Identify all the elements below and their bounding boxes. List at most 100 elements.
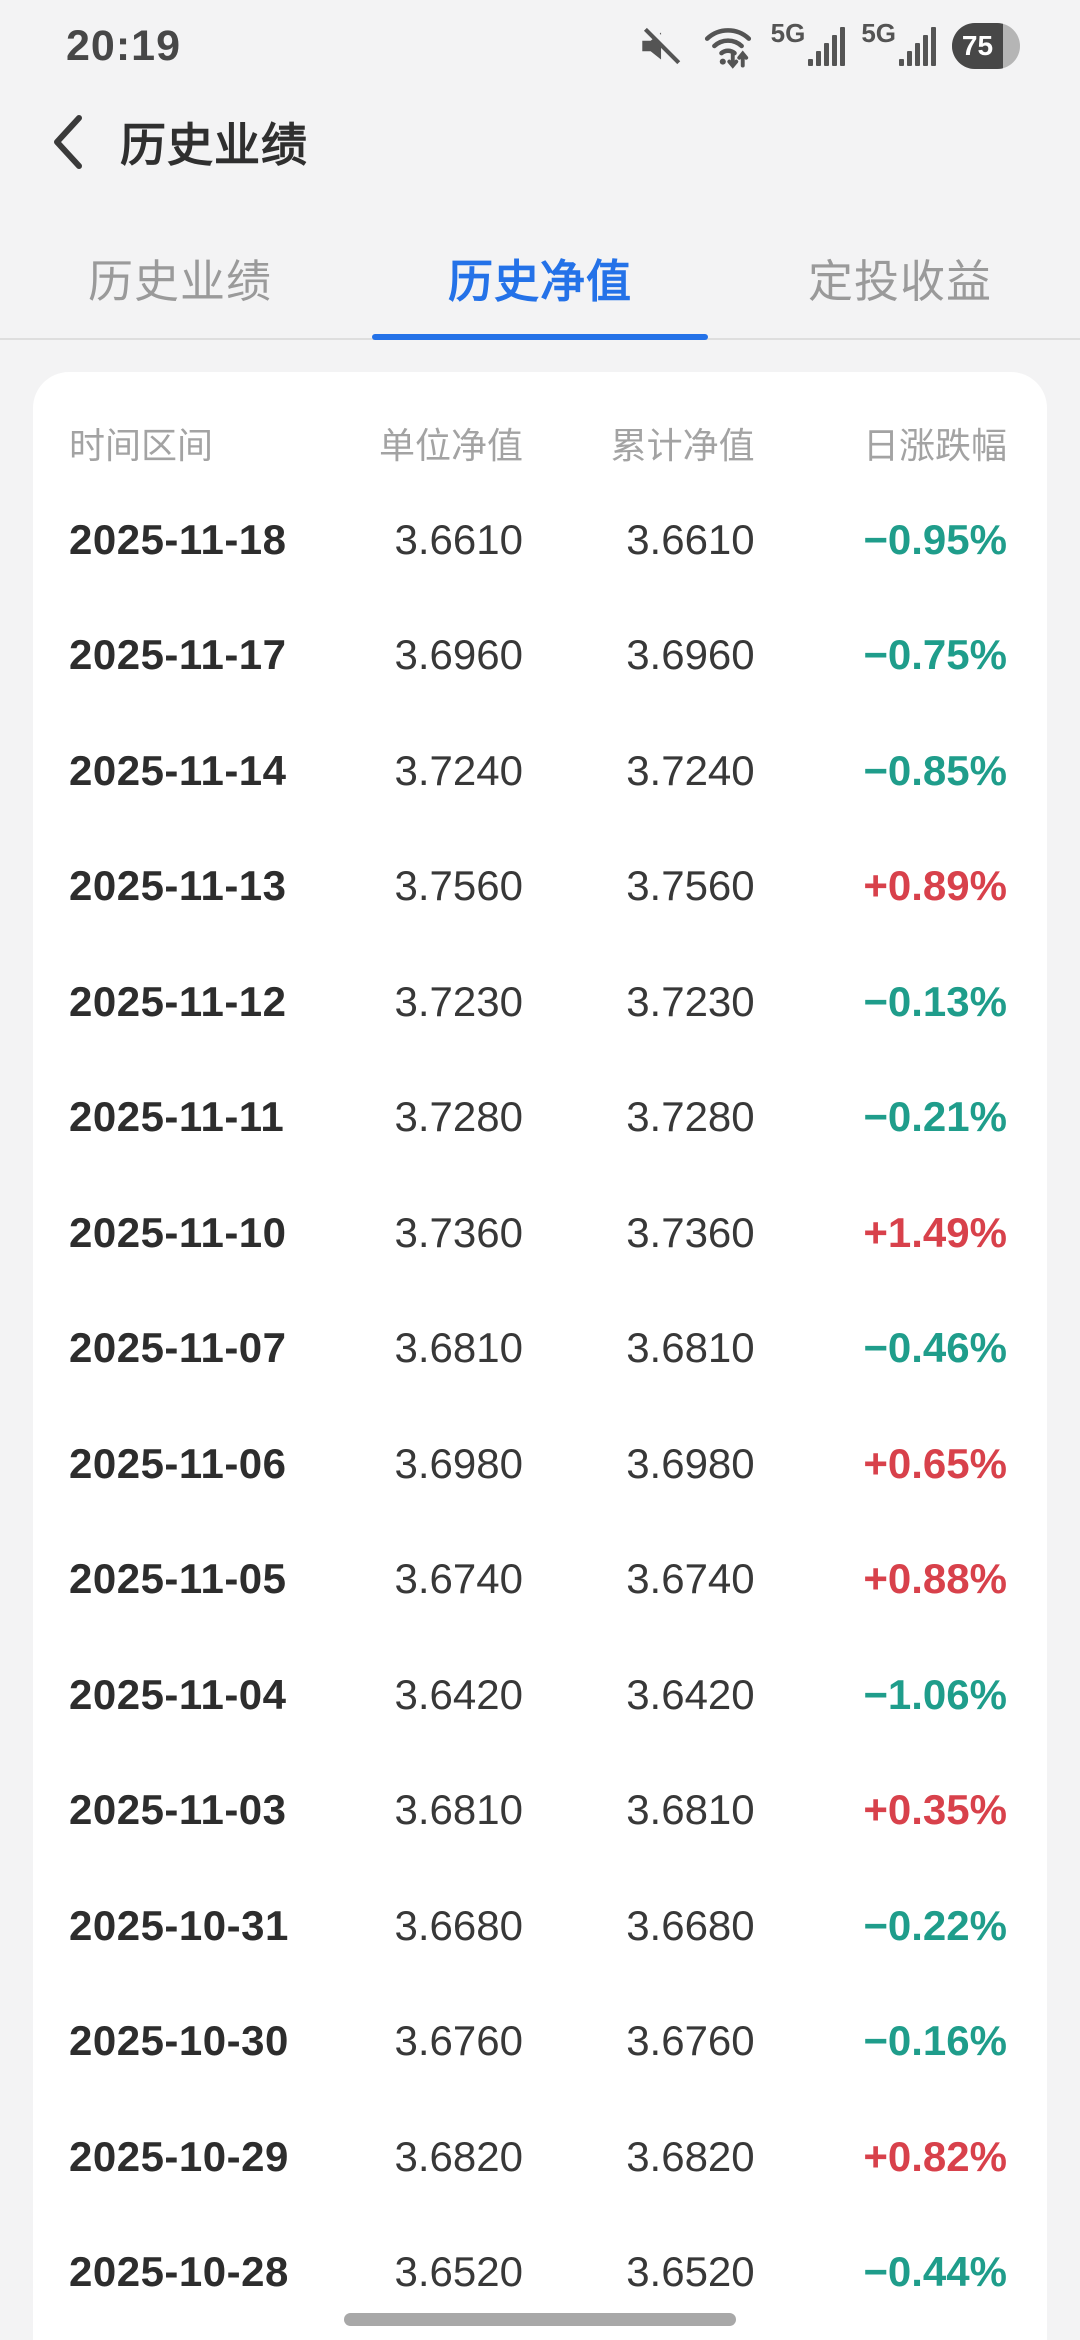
table-row: 2025-11-07 3.6810 3.6810 −0.46% <box>69 1291 1007 1407</box>
date-cell: 2025-11-12 <box>69 977 287 1025</box>
table-row: 2025-11-10 3.7360 3.7360 +1.49% <box>69 1175 1007 1291</box>
status-icons: 5G 5G 75 <box>635 20 1020 72</box>
unit-nav-cell: 3.6980 <box>394 1439 523 1487</box>
table-row: 2025-11-06 3.6980 3.6980 +0.65% <box>69 1406 1007 1522</box>
date-cell: 2025-11-04 <box>69 1670 287 1718</box>
cum-nav-cell: 3.6980 <box>626 1439 755 1487</box>
cum-nav-cell: 3.7560 <box>626 862 755 910</box>
daily-change-cell: −0.13% <box>863 977 1007 1025</box>
table-row: 2025-11-11 3.7280 3.7280 −0.21% <box>69 1060 1007 1176</box>
unit-nav-cell: 3.6810 <box>394 1786 523 1834</box>
tab-bar: 历史业绩 历史净值 定投收益 <box>0 192 1080 340</box>
battery-icon: 75 <box>952 23 1020 69</box>
daily-change-cell: −0.95% <box>863 515 1007 563</box>
table-row: 2025-11-03 3.6810 3.6810 +0.35% <box>69 1753 1007 1869</box>
daily-change-cell: −0.46% <box>863 1324 1007 1372</box>
cum-nav-cell: 3.6810 <box>626 1324 755 1372</box>
daily-change-cell: +0.88% <box>863 1555 1007 1603</box>
table-row: 2025-10-28 3.6520 3.6520 −0.44% <box>69 2215 1007 2331</box>
table-row: 2025-10-30 3.6760 3.6760 −0.16% <box>69 1984 1007 2100</box>
column-header-daily-change: 日涨跌幅 <box>862 425 1007 466</box>
cum-nav-cell: 3.6760 <box>626 2017 755 2065</box>
cum-nav-cell: 3.6520 <box>626 2248 755 2296</box>
date-cell: 2025-10-28 <box>69 2248 289 2296</box>
nav-history-card: 时间区间 单位净值 累计净值 日涨跌幅 2025-11-18 3.6610 3.… <box>33 372 1047 2340</box>
tab-history-performance[interactable]: 历史业绩 <box>87 255 272 307</box>
page-title: 历史业绩 <box>120 119 308 171</box>
date-cell: 2025-11-17 <box>69 631 287 679</box>
unit-nav-cell: 3.6820 <box>394 2132 523 2180</box>
daily-change-cell: −0.85% <box>863 746 1007 794</box>
battery-fill: 75 <box>952 23 1003 69</box>
daily-change-cell: +0.82% <box>863 2132 1007 2180</box>
unit-nav-cell: 3.7240 <box>394 746 523 794</box>
tab-aip-returns[interactable]: 定投收益 <box>807 255 992 307</box>
cum-nav-cell: 3.6740 <box>626 1555 755 1603</box>
date-cell: 2025-11-13 <box>69 862 287 910</box>
unit-nav-cell: 3.6740 <box>394 1555 523 1603</box>
cum-nav-cell: 3.6820 <box>626 2132 755 2180</box>
signal-5g-icon-2: 5G <box>861 20 936 72</box>
daily-change-cell: +0.35% <box>863 1786 1007 1834</box>
date-cell: 2025-11-07 <box>69 1324 287 1372</box>
table-row: 2025-11-13 3.7560 3.7560 +0.89% <box>69 829 1007 945</box>
cum-nav-cell: 3.7360 <box>626 1208 755 1256</box>
date-cell: 2025-11-03 <box>69 1786 287 1834</box>
daily-change-cell: −0.21% <box>863 1093 1007 1141</box>
table-body: 2025-11-18 3.6610 3.6610 −0.95% 2025-11-… <box>69 482 1007 2330</box>
table-row: 2025-11-18 3.6610 3.6610 −0.95% <box>69 482 1007 598</box>
date-cell: 2025-11-14 <box>69 746 287 794</box>
daily-change-cell: −0.22% <box>863 1901 1007 1949</box>
date-cell: 2025-10-29 <box>69 2132 289 2180</box>
table-row: 2025-11-05 3.6740 3.6740 +0.88% <box>69 1522 1007 1638</box>
unit-nav-cell: 3.6520 <box>394 2248 523 2296</box>
table-row: 2025-11-17 3.6960 3.6960 −0.75% <box>69 598 1007 714</box>
table-row: 2025-11-12 3.7230 3.7230 −0.13% <box>69 944 1007 1060</box>
date-cell: 2025-11-10 <box>69 1208 287 1256</box>
daily-change-cell: −0.44% <box>863 2248 1007 2296</box>
back-button[interactable] <box>38 107 98 177</box>
table-row: 2025-10-29 3.6820 3.6820 +0.82% <box>69 2099 1007 2215</box>
unit-nav-cell: 3.7360 <box>394 1208 523 1256</box>
nav-header: 历史业绩 <box>0 92 1080 192</box>
date-cell: 2025-10-30 <box>69 2017 289 2065</box>
unit-nav-cell: 3.7230 <box>394 977 523 1025</box>
clock-text: 20:19 <box>66 21 181 70</box>
table-row: 2025-10-31 3.6680 3.6680 −0.22% <box>69 1868 1007 1984</box>
cum-nav-cell: 3.7230 <box>626 977 755 1025</box>
date-cell: 2025-11-05 <box>69 1555 287 1603</box>
date-cell: 2025-11-18 <box>69 515 287 563</box>
table-header-row: 时间区间 单位净值 累计净值 日涨跌幅 <box>69 404 1007 482</box>
table-row: 2025-11-14 3.7240 3.7240 −0.85% <box>69 713 1007 829</box>
daily-change-cell: +0.65% <box>863 1439 1007 1487</box>
cum-nav-cell: 3.6810 <box>626 1786 755 1834</box>
column-header-date: 时间区间 <box>69 425 214 466</box>
unit-nav-cell: 3.7560 <box>394 862 523 910</box>
tab-history-nav[interactable]: 历史净值 <box>360 192 720 338</box>
daily-change-cell: −0.16% <box>863 2017 1007 2065</box>
mute-icon <box>635 21 685 71</box>
signal-5g-icon: 5G <box>771 20 846 72</box>
cum-nav-cell: 3.7280 <box>626 1093 755 1141</box>
unit-nav-cell: 3.6760 <box>394 2017 523 2065</box>
unit-nav-cell: 3.7280 <box>394 1093 523 1141</box>
unit-nav-cell: 3.6420 <box>394 1670 523 1718</box>
cum-nav-cell: 3.6960 <box>626 631 755 679</box>
battery-percent-text: 75 <box>961 30 994 61</box>
column-header-unit-nav: 单位净值 <box>378 425 523 466</box>
table-row: 2025-11-04 3.6420 3.6420 −1.06% <box>69 1637 1007 1753</box>
column-header-cum-nav: 累计净值 <box>610 425 755 466</box>
date-cell: 2025-10-31 <box>69 1901 289 1949</box>
daily-change-cell: +0.89% <box>863 862 1007 910</box>
daily-change-cell: −0.75% <box>863 631 1007 679</box>
status-bar: 20:19 5G <box>0 0 1080 92</box>
daily-change-cell: +1.49% <box>863 1208 1007 1256</box>
unit-nav-cell: 3.6610 <box>394 515 523 563</box>
daily-change-cell: −1.06% <box>863 1670 1007 1718</box>
wifi-icon <box>701 20 755 72</box>
cum-nav-cell: 3.6610 <box>626 515 755 563</box>
home-indicator-handle[interactable] <box>344 2313 736 2326</box>
unit-nav-cell: 3.6680 <box>394 1901 523 1949</box>
cum-nav-cell: 3.6420 <box>626 1670 755 1718</box>
cum-nav-cell: 3.6680 <box>626 1901 755 1949</box>
